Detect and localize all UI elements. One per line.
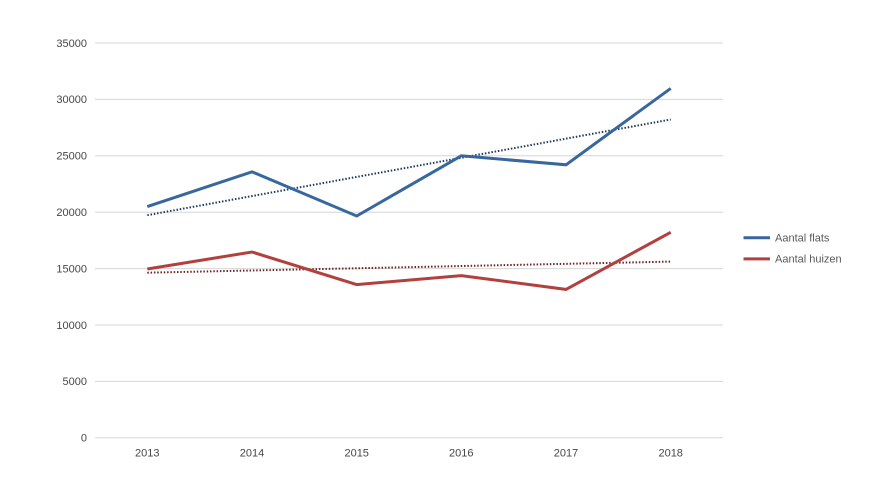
svg-text:Aantal flats: Aantal flats: [775, 233, 830, 245]
svg-text:Aantal huizen: Aantal huizen: [775, 254, 842, 266]
svg-text:5000: 5000: [63, 376, 87, 388]
svg-text:30000: 30000: [56, 94, 87, 106]
svg-text:2017: 2017: [554, 448, 578, 460]
svg-text:15000: 15000: [56, 263, 87, 275]
svg-text:2018: 2018: [658, 448, 682, 460]
svg-text:2013: 2013: [135, 448, 159, 460]
svg-text:2015: 2015: [344, 448, 368, 460]
svg-text:0: 0: [81, 433, 87, 445]
svg-text:2016: 2016: [449, 448, 473, 460]
svg-text:35000: 35000: [56, 38, 87, 50]
svg-text:20000: 20000: [56, 207, 87, 219]
svg-text:25000: 25000: [56, 151, 87, 163]
svg-text:2014: 2014: [240, 448, 264, 460]
svg-text:10000: 10000: [56, 320, 87, 332]
